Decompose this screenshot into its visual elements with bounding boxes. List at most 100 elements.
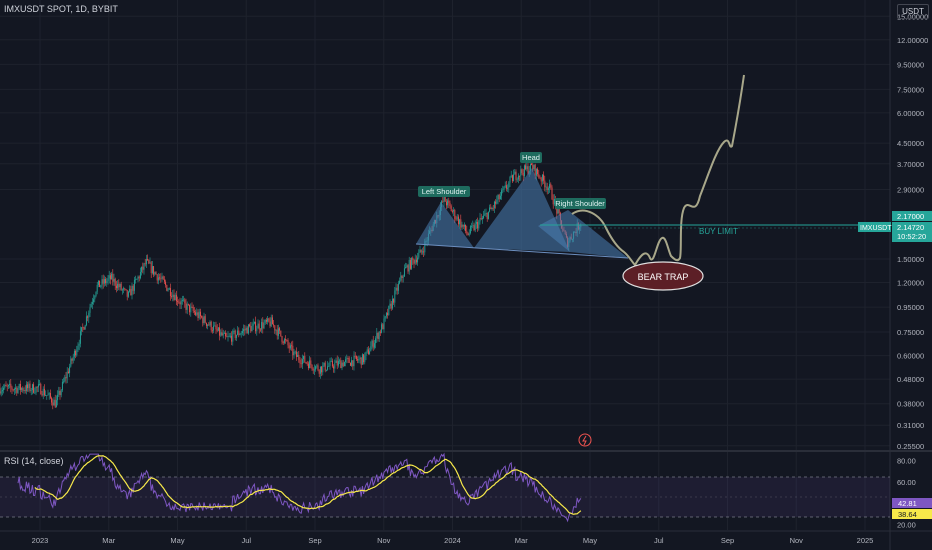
candle-body [448,200,450,203]
candle-body [177,301,179,302]
price-tick-label: 15.00000 [897,12,928,21]
bear-trap-ellipse [622,261,704,291]
candle-body [469,226,471,234]
candle-body [159,277,161,279]
candle-body [390,303,392,309]
time-tick-label: Mar [102,536,115,545]
candle-body [113,278,115,282]
candle-body [549,184,551,189]
candle-body [7,385,9,387]
candle-body [139,271,141,279]
candle-body [15,387,17,390]
candle-body [418,252,420,258]
candle-body [6,386,8,387]
candle-body [498,194,500,200]
left-shoulder-label-box [418,186,470,197]
candle-body [91,302,93,304]
candle-body [183,299,185,301]
candle-body [226,336,228,338]
price-tick-label: 0.75000 [897,328,924,337]
candle-body [261,322,263,330]
candle-body [379,331,381,333]
candle-body [269,321,271,327]
candle-body [301,359,303,365]
candle-body [123,288,125,290]
candle-body [214,325,216,327]
time-tick-label: May [170,536,184,545]
candle-body [29,383,31,391]
candle-body [30,390,32,391]
candle-body [186,303,188,310]
candle-body [136,279,138,280]
candle-body [198,311,200,319]
candle-body [108,275,110,279]
candle-body [180,300,182,305]
candle-body [485,213,487,214]
time-tick-label: 2025 [857,536,874,545]
candle-body [103,279,105,284]
candle-body [299,359,301,364]
candle-body [309,360,311,369]
candle-body [423,251,425,253]
candle-body [329,361,331,366]
candle-body [253,321,255,324]
candle-body [480,218,482,220]
candle-body [127,291,129,297]
candle-body [148,260,150,264]
candle-body [36,386,38,388]
candle-body [419,249,421,253]
lightning-icon[interactable] [578,433,592,447]
candle-body [252,323,254,326]
candle-body [157,277,159,281]
candle-body [312,368,314,371]
candle-body [245,327,247,331]
candle-body [41,394,43,396]
candle-body [385,312,387,317]
candle-body [259,329,261,331]
currency-unit-button[interactable]: USDT [897,4,929,19]
candle-body [535,168,537,176]
candle-body [307,363,309,369]
candle-body [306,362,308,364]
candle-body [316,365,318,367]
candle-body [0,391,2,394]
candle-body [373,343,375,348]
candle-body [505,185,507,189]
price-tick-label: 0.95000 [897,303,924,312]
candle-body [57,394,59,401]
left-shoulder-label: Left Shoulder [422,187,467,196]
candle-body [204,316,206,323]
candle-body [349,362,351,366]
candle-body [72,356,74,361]
candle-body [101,279,103,286]
candle-body [197,312,199,319]
candle-body [478,221,480,229]
candle-body [205,322,207,326]
candle-body [479,218,481,222]
candle-body [323,362,325,366]
right-shoulder-label-box [555,198,606,209]
candle-body [60,390,62,396]
candle-body [196,312,198,315]
candle-body [94,295,96,300]
price-tick-label: 0.25500 [897,442,924,451]
candle-body [460,219,462,228]
candle-body [367,349,369,355]
candle-body [345,359,347,363]
candle-body [63,381,65,383]
candle-body [322,365,324,373]
candle-body [281,336,283,342]
time-tick-label: Jul [241,536,251,545]
rsi-value-badge: 42.81 [898,499,917,508]
candle-body [271,317,273,325]
candle-body [343,362,345,367]
candle-body [54,399,56,408]
candle-body [5,384,7,387]
candle-body [461,224,463,228]
candle-body [406,265,408,268]
current-price-badge-bg [892,222,932,242]
candle-body [33,384,35,393]
candle-body [267,318,269,322]
